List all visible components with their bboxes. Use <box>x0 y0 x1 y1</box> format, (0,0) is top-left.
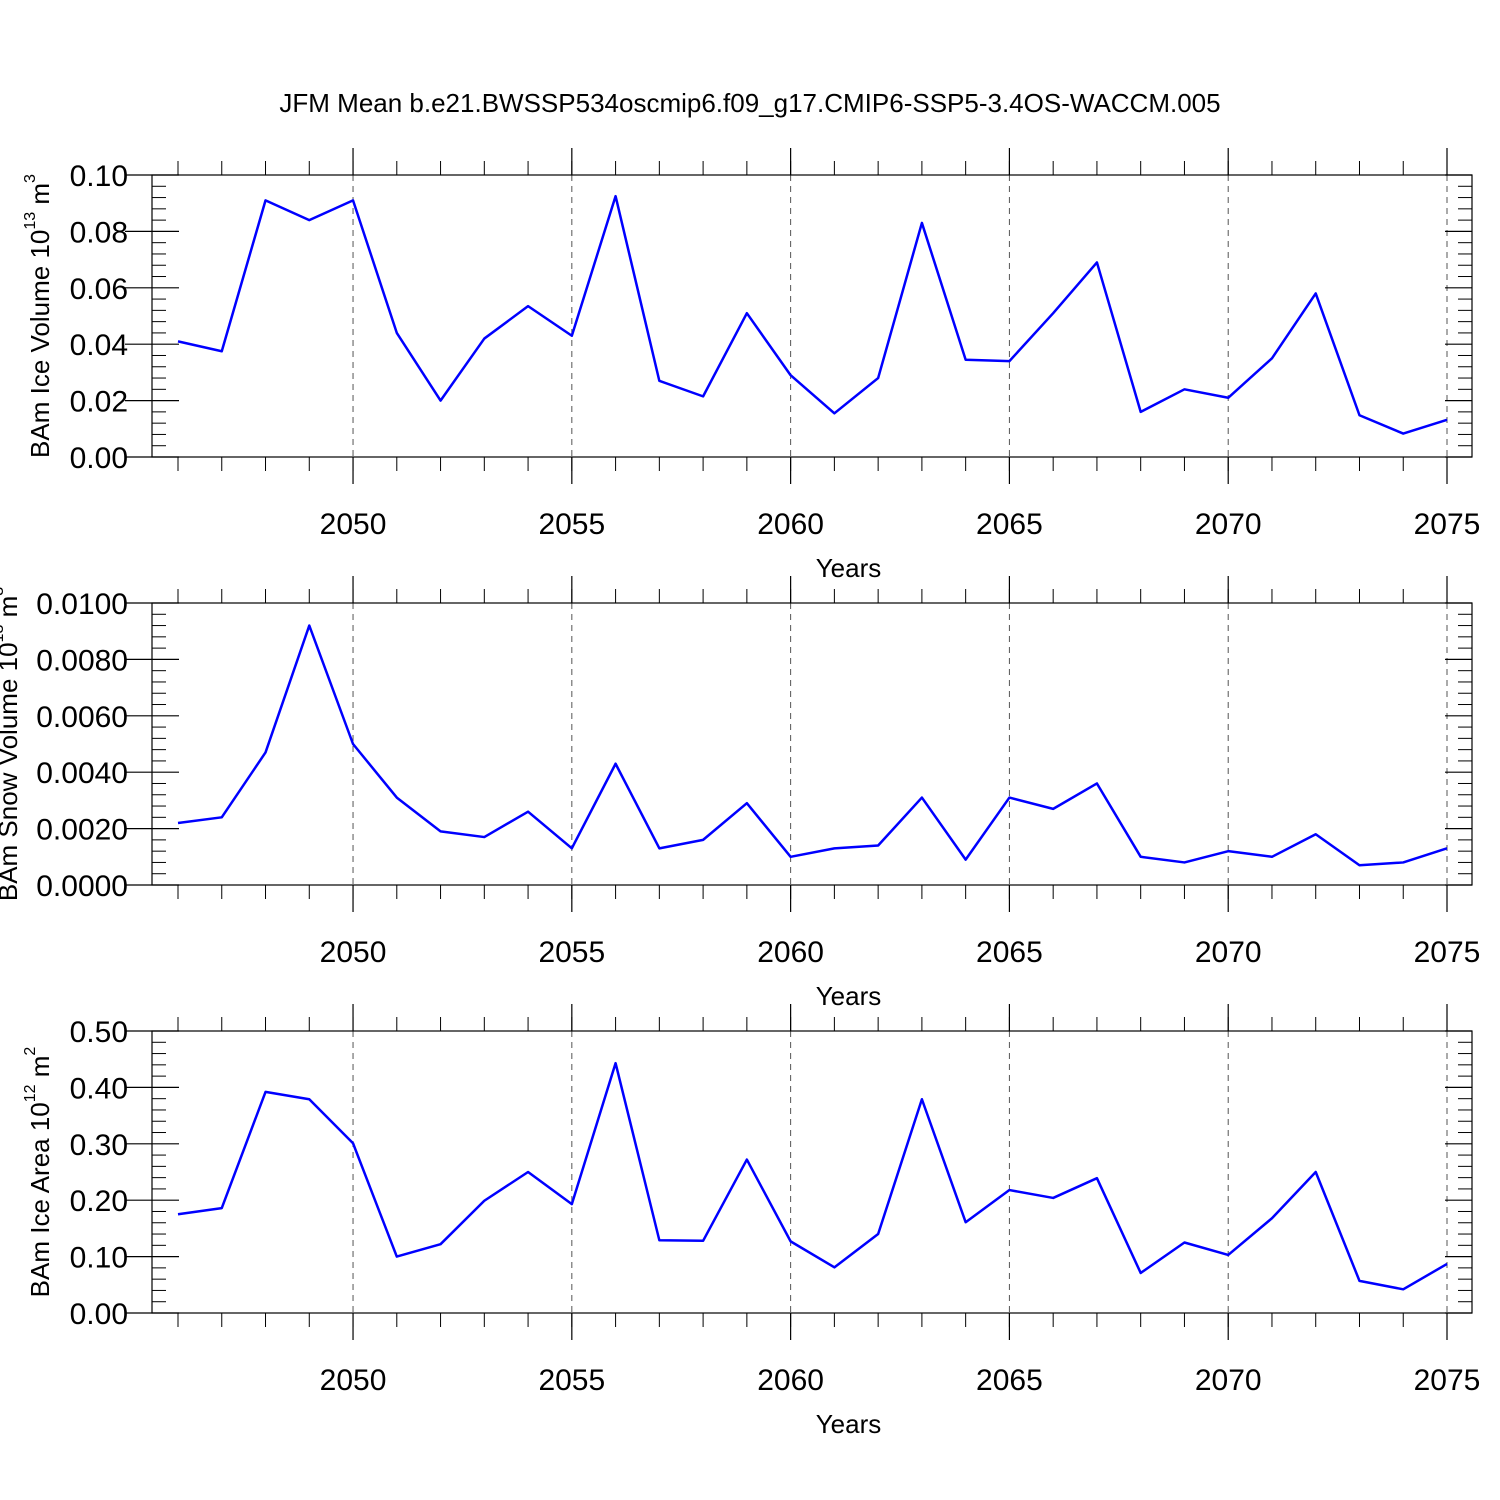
y-tick-label: 0.30 <box>70 1129 128 1162</box>
y-axis-label-part: BAm Ice Area 10 <box>25 1102 55 1297</box>
y-tick-label: 0.50 <box>70 1016 128 1049</box>
x-tick-label: 2050 <box>320 1364 387 1397</box>
data-line <box>177 1061 1448 1291</box>
x-tick-label: 2065 <box>976 1364 1043 1397</box>
y-axis-label-part: m <box>0 596 23 625</box>
y-axis-label: BAm Ice Volume 1013 m3 <box>22 174 56 458</box>
y-tick-label: 0.08 <box>70 216 128 249</box>
figure-title: JFM Mean b.e21.BWSSP534oscmip6.f09_g17.C… <box>279 88 1220 118</box>
y-tick-label: 0.02 <box>70 386 128 419</box>
y-tick-label: 0.10 <box>70 160 128 193</box>
x-tick-label: 2070 <box>1195 936 1262 969</box>
plot-frame <box>151 602 1473 886</box>
y-axis-label-part: m <box>25 1056 55 1085</box>
x-tick-label: 2075 <box>1414 936 1481 969</box>
y-tick-label: 0.00 <box>70 442 128 475</box>
x-axis-label: Years <box>816 981 882 1011</box>
x-tick-label: 2070 <box>1195 508 1262 541</box>
y-axis-label: BAm Snow Volume 1013 m3 <box>0 587 23 901</box>
y-tick-label: 0.10 <box>70 1242 128 1275</box>
y-tick-label: 0.0100 <box>36 588 128 621</box>
x-tick-label: 2050 <box>320 508 387 541</box>
y-tick-label: 0.00 <box>70 1298 128 1331</box>
y-tick-label: 0.0040 <box>36 757 128 790</box>
y-axis-label-exponent: 12 <box>22 1084 39 1102</box>
y-tick-label: 0.0080 <box>36 644 128 677</box>
y-axis-label-exponent: 2 <box>22 1047 39 1056</box>
plot-frame <box>151 174 1473 458</box>
x-tick-label: 2065 <box>976 508 1043 541</box>
x-tick-label: 2055 <box>538 508 605 541</box>
y-axis-label-exponent: 13 <box>0 625 7 643</box>
y-tick-label: 0.20 <box>70 1185 128 1218</box>
y-tick-label: 0.04 <box>70 329 128 362</box>
x-tick-label: 2060 <box>757 1364 824 1397</box>
y-axis-label-exponent: 3 <box>0 587 7 596</box>
y-tick-label: 0.0000 <box>36 870 128 903</box>
x-tick-label: 2075 <box>1414 508 1481 541</box>
y-axis-label-exponent: 3 <box>22 174 39 183</box>
x-tick-label: 2050 <box>320 936 387 969</box>
y-tick-label: 0.40 <box>70 1072 128 1105</box>
data-line <box>177 624 1448 867</box>
x-tick-label: 2060 <box>757 508 824 541</box>
x-tick-label: 2075 <box>1414 1364 1481 1397</box>
y-axis-label-part: BAm Ice Volume 10 <box>25 230 55 458</box>
data-line <box>177 194 1448 435</box>
x-tick-label: 2060 <box>757 936 824 969</box>
y-axis-label-exponent: 13 <box>22 212 39 230</box>
x-axis-label: Years <box>816 1409 882 1439</box>
y-axis-label-part: m <box>25 183 55 212</box>
y-axis-label: BAm Ice Area 1012 m2 <box>22 1047 56 1298</box>
x-axis-label: Years <box>816 553 882 583</box>
y-tick-label: 0.06 <box>70 273 128 306</box>
x-tick-label: 2055 <box>538 1364 605 1397</box>
x-tick-label: 2065 <box>976 936 1043 969</box>
y-tick-label: 0.0060 <box>36 701 128 734</box>
x-tick-label: 2070 <box>1195 1364 1262 1397</box>
y-axis-label-part: BAm Snow Volume 10 <box>0 642 23 901</box>
x-tick-label: 2055 <box>538 936 605 969</box>
plot-frame <box>151 1030 1473 1314</box>
y-tick-label: 0.0020 <box>36 814 128 847</box>
